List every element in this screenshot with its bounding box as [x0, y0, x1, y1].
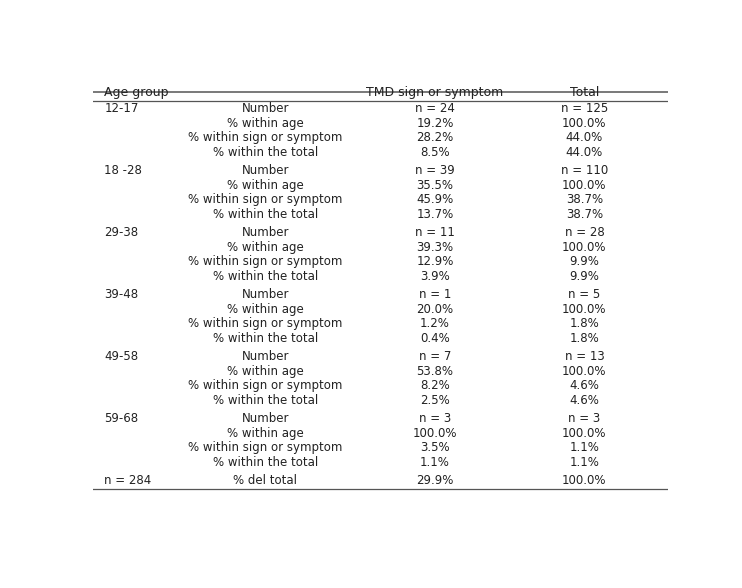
Text: n = 39: n = 39: [415, 164, 455, 177]
Text: n = 110: n = 110: [561, 164, 608, 177]
Text: n = 125: n = 125: [561, 102, 608, 115]
Text: 4.6%: 4.6%: [569, 394, 600, 407]
Text: 29.9%: 29.9%: [416, 475, 453, 487]
Text: 35.5%: 35.5%: [416, 179, 453, 192]
Text: % within sign or symptom: % within sign or symptom: [188, 317, 343, 330]
Text: % within the total: % within the total: [213, 394, 318, 407]
Text: n = 284: n = 284: [104, 475, 151, 487]
Text: % within age: % within age: [227, 365, 303, 377]
Text: 8.5%: 8.5%: [420, 146, 450, 159]
Text: 9.9%: 9.9%: [569, 270, 600, 283]
Text: 53.8%: 53.8%: [416, 365, 453, 377]
Text: n = 3: n = 3: [418, 412, 451, 425]
Text: 1.8%: 1.8%: [570, 332, 600, 345]
Text: % within sign or symptom: % within sign or symptom: [188, 379, 343, 392]
Text: n = 1: n = 1: [418, 288, 451, 301]
Text: Age group: Age group: [104, 86, 168, 99]
Text: 1.1%: 1.1%: [420, 456, 450, 469]
Text: 49-58: 49-58: [104, 350, 138, 363]
Text: 38.7%: 38.7%: [566, 193, 603, 206]
Text: 100.0%: 100.0%: [413, 427, 457, 440]
Text: % within age: % within age: [227, 240, 303, 253]
Text: 100.0%: 100.0%: [562, 427, 607, 440]
Text: n = 7: n = 7: [418, 350, 451, 363]
Text: % del total: % del total: [233, 475, 298, 487]
Text: Number: Number: [241, 164, 289, 177]
Text: Number: Number: [241, 288, 289, 301]
Text: 13.7%: 13.7%: [416, 208, 453, 220]
Text: % within age: % within age: [227, 303, 303, 316]
Text: % within age: % within age: [227, 179, 303, 192]
Text: % within sign or symptom: % within sign or symptom: [188, 255, 343, 268]
Text: 3.9%: 3.9%: [420, 270, 450, 283]
Text: n = 28: n = 28: [565, 226, 604, 239]
Text: % within the total: % within the total: [213, 270, 318, 283]
Text: 2.5%: 2.5%: [420, 394, 450, 407]
Text: 20.0%: 20.0%: [416, 303, 453, 316]
Text: 18 -28: 18 -28: [104, 164, 142, 177]
Text: Number: Number: [241, 102, 289, 115]
Text: n = 24: n = 24: [415, 102, 455, 115]
Text: 44.0%: 44.0%: [566, 131, 603, 144]
Text: 100.0%: 100.0%: [562, 365, 607, 377]
Text: % within sign or symptom: % within sign or symptom: [188, 441, 343, 454]
Text: 8.2%: 8.2%: [420, 379, 450, 392]
Text: 39-48: 39-48: [104, 288, 138, 301]
Text: 100.0%: 100.0%: [562, 116, 607, 129]
Text: Number: Number: [241, 412, 289, 425]
Text: Total: Total: [570, 86, 599, 99]
Text: % within the total: % within the total: [213, 208, 318, 220]
Text: 0.4%: 0.4%: [420, 332, 450, 345]
Text: 39.3%: 39.3%: [416, 240, 453, 253]
Text: 100.0%: 100.0%: [562, 179, 607, 192]
Text: % within age: % within age: [227, 427, 303, 440]
Text: % within sign or symptom: % within sign or symptom: [188, 131, 343, 144]
Text: 1.8%: 1.8%: [570, 317, 600, 330]
Text: n = 5: n = 5: [568, 288, 600, 301]
Text: 12-17: 12-17: [104, 102, 139, 115]
Text: 28.2%: 28.2%: [416, 131, 453, 144]
Text: 44.0%: 44.0%: [566, 146, 603, 159]
Text: % within age: % within age: [227, 116, 303, 129]
Text: 45.9%: 45.9%: [416, 193, 453, 206]
Text: 100.0%: 100.0%: [562, 240, 607, 253]
Text: 1.2%: 1.2%: [420, 317, 450, 330]
Text: 4.6%: 4.6%: [569, 379, 600, 392]
Text: 100.0%: 100.0%: [562, 475, 607, 487]
Text: TMD sign or symptom: TMD sign or symptom: [367, 86, 504, 99]
Text: 19.2%: 19.2%: [416, 116, 453, 129]
Text: % within the total: % within the total: [213, 456, 318, 469]
Text: 1.1%: 1.1%: [569, 456, 600, 469]
Text: n = 3: n = 3: [568, 412, 600, 425]
Text: 12.9%: 12.9%: [416, 255, 453, 268]
Text: Number: Number: [241, 350, 289, 363]
Text: 100.0%: 100.0%: [562, 303, 607, 316]
Text: 59-68: 59-68: [104, 412, 138, 425]
Text: 9.9%: 9.9%: [569, 255, 600, 268]
Text: % within the total: % within the total: [213, 146, 318, 159]
Text: Number: Number: [241, 226, 289, 239]
Text: 3.5%: 3.5%: [420, 441, 450, 454]
Text: 29-38: 29-38: [104, 226, 138, 239]
Text: % within the total: % within the total: [213, 332, 318, 345]
Text: n = 11: n = 11: [415, 226, 455, 239]
Text: n = 13: n = 13: [565, 350, 604, 363]
Text: 38.7%: 38.7%: [566, 208, 603, 220]
Text: 1.1%: 1.1%: [569, 441, 600, 454]
Text: % within sign or symptom: % within sign or symptom: [188, 193, 343, 206]
